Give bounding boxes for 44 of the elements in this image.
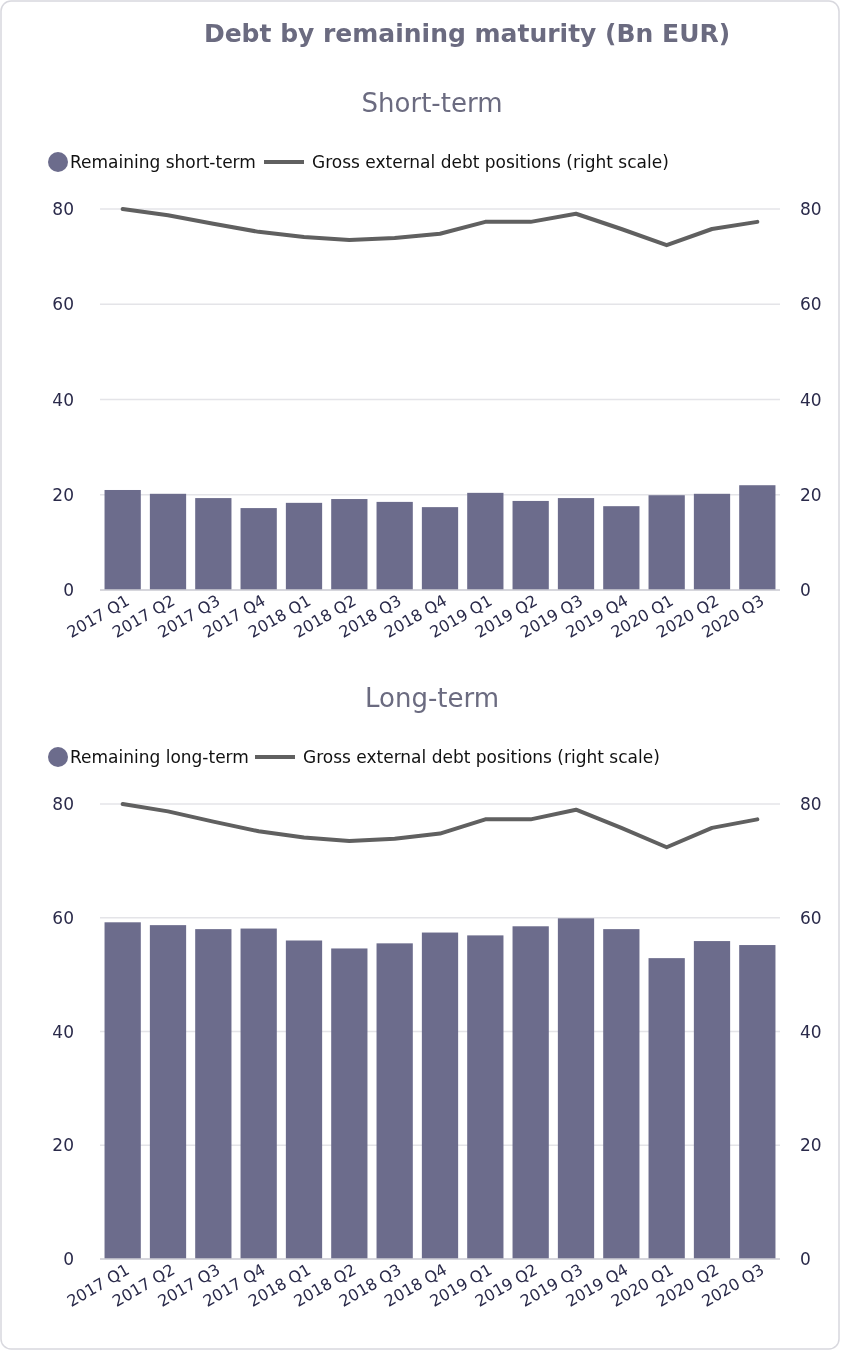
- line-series: [120, 207, 760, 248]
- y2-tick-label: 0: [800, 580, 811, 600]
- bar: [739, 945, 776, 1259]
- legend-label: Remaining long-term: [70, 747, 249, 767]
- y-tick-label: 20: [52, 484, 74, 505]
- chart-title: Debt by remaining maturity (Bn EUR): [203, 19, 731, 48]
- legend-label: Remaining short-term: [70, 152, 256, 172]
- y-tick-label: 0: [63, 580, 74, 600]
- bar: [104, 922, 141, 1259]
- bar: [603, 929, 640, 1259]
- y2-tick-label: 60: [800, 294, 822, 315]
- line-series: [120, 802, 760, 850]
- y2-tick-label: 80: [800, 794, 822, 814]
- y2-tick-label: 20: [800, 1135, 822, 1156]
- bar: [331, 948, 368, 1259]
- y-tick-label: 0: [63, 1249, 74, 1269]
- bar: [149, 925, 187, 1259]
- y2-tick-label: 80: [800, 199, 822, 219]
- y2-tick-label: 60: [800, 907, 822, 928]
- y2-tick-label: 20: [800, 484, 822, 505]
- y-tick-label: 80: [52, 199, 74, 219]
- bar: [467, 935, 504, 1259]
- y2-tick-label: 0: [800, 1249, 811, 1269]
- bar: [693, 941, 731, 1259]
- bar: [195, 929, 232, 1259]
- chart-subtitle: Short-term: [361, 88, 503, 118]
- bar: [285, 940, 323, 1259]
- chart-title: Long-term: [364, 683, 500, 713]
- bar: [376, 943, 413, 1259]
- y2-tick-label: 40: [800, 1021, 822, 1042]
- legend-label: Gross external debt positions (right scale): [312, 152, 669, 172]
- y-tick-label: 60: [52, 907, 74, 928]
- bar: [240, 928, 277, 1259]
- y-tick-label: 40: [52, 1021, 74, 1042]
- y-tick-label: 20: [52, 1135, 74, 1156]
- y-tick-label: 40: [52, 389, 74, 410]
- y-tick-label: 80: [52, 794, 74, 814]
- bar: [512, 926, 549, 1259]
- y-tick-label: 60: [52, 294, 74, 315]
- bar: [421, 932, 459, 1259]
- bar: [648, 958, 685, 1259]
- bar: [557, 918, 595, 1259]
- y2-tick-label: 40: [800, 389, 822, 410]
- legend-label: Gross external debt positions (right scale): [303, 747, 660, 767]
